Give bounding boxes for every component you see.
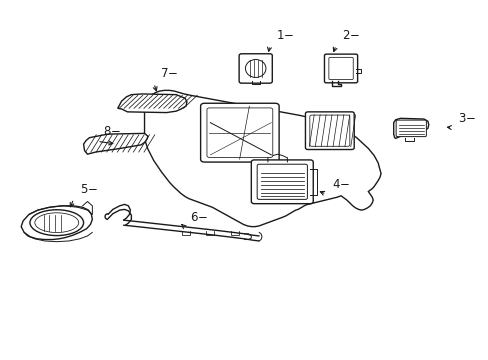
Text: 3$-$: 3$-$	[457, 112, 475, 125]
FancyBboxPatch shape	[305, 112, 353, 149]
Polygon shape	[21, 206, 92, 239]
FancyBboxPatch shape	[251, 160, 313, 204]
FancyBboxPatch shape	[257, 164, 307, 199]
Polygon shape	[144, 90, 380, 226]
Polygon shape	[83, 134, 148, 154]
Text: 5$-$: 5$-$	[80, 183, 98, 196]
FancyBboxPatch shape	[206, 108, 272, 157]
Ellipse shape	[35, 213, 79, 233]
Text: 4$-$: 4$-$	[331, 179, 349, 192]
FancyBboxPatch shape	[328, 57, 352, 80]
Text: 2$-$: 2$-$	[341, 29, 359, 42]
FancyBboxPatch shape	[239, 54, 272, 83]
FancyBboxPatch shape	[309, 115, 349, 146]
Text: 7$-$: 7$-$	[159, 67, 177, 80]
FancyBboxPatch shape	[200, 103, 279, 162]
Polygon shape	[118, 94, 186, 113]
Text: 8$-$: 8$-$	[103, 125, 121, 138]
Ellipse shape	[30, 210, 83, 235]
Text: 6$-$: 6$-$	[189, 211, 207, 224]
Polygon shape	[393, 118, 428, 138]
Ellipse shape	[245, 59, 265, 77]
FancyBboxPatch shape	[324, 54, 357, 83]
Text: 1$-$: 1$-$	[275, 29, 293, 42]
FancyBboxPatch shape	[395, 120, 426, 136]
